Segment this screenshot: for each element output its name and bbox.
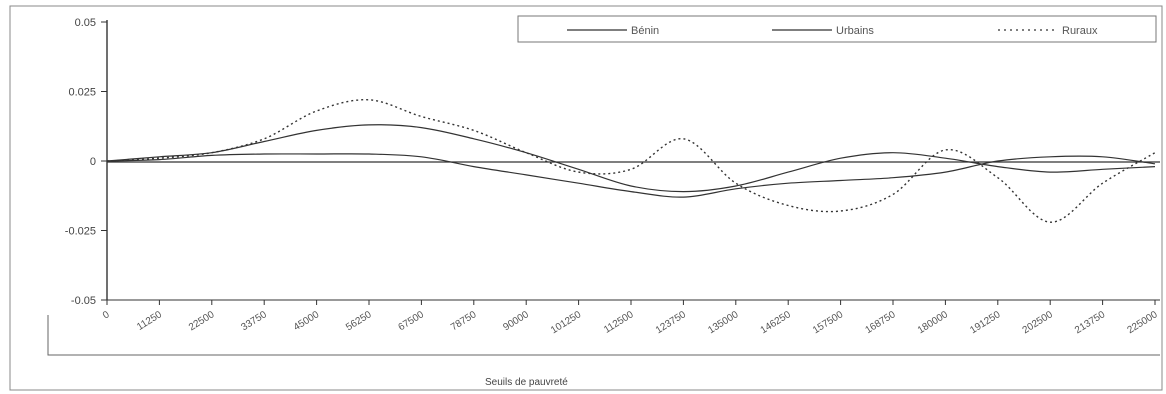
x-tick-label: 33750 [239,309,269,333]
series-lines [106,99,1156,223]
x-axis-ticks: 0 11250 22500 33750 45000 56250 67500 78750 9000… [101,300,1160,336]
chart-frame [9,5,1163,391]
x-tick-label: 78750 [449,309,479,333]
legend-label-benin: Bénin [631,25,659,37]
legend-label-urbains: Urbains [836,25,874,37]
legend-label-ruraux: Ruraux [1062,25,1098,37]
x-tick-label: 22500 [187,309,217,333]
x-tick-label: 123750 [654,309,688,336]
legend-items: Bénin Urbains Ruraux [567,25,1098,37]
y-tick-label: 0.05 [75,17,96,29]
x-tick-label: 191250 [968,309,1002,336]
y-tick-label: -0.05 [71,295,96,307]
series-line-benin [106,124,1156,193]
x-tick-label: 101250 [549,309,583,336]
series-line-urbains [106,153,1156,198]
x-tick-label: 180000 [916,309,950,336]
x-tick-label: 45000 [292,309,322,333]
x-tick-label: 202500 [1021,309,1055,336]
y-tick-label: 0.025 [68,87,96,99]
legend-box [517,15,1157,43]
category-axis-box [47,315,1160,356]
x-tick-label: 157500 [811,309,845,336]
x-tick-label: 146250 [759,309,793,336]
x-tick-label: 225000 [1125,309,1159,336]
x-tick-label: 168750 [863,309,897,336]
x-tick-label: 11250 [135,309,164,333]
legend: Bénin Urbains Ruraux [517,15,1157,43]
x-axis-title: Seuils de pauvreté [485,377,568,388]
y-tick-label: -0.025 [65,226,96,238]
x-tick-label: 112500 [602,309,636,336]
y-axis-ticks: 0.05 0.025 0 -0.025 -0.05 [65,17,107,307]
series-line-ruraux [106,99,1156,223]
y-tick-label: 0 [90,156,96,168]
x-tick-label: 67500 [397,309,427,333]
x-tick-label: 56250 [344,309,374,333]
x-tick-label: 90000 [501,309,531,333]
x-tick-label: 213750 [1073,309,1107,336]
x-tick-label: 0 [101,309,112,322]
x-tick-label: 135000 [706,309,740,336]
